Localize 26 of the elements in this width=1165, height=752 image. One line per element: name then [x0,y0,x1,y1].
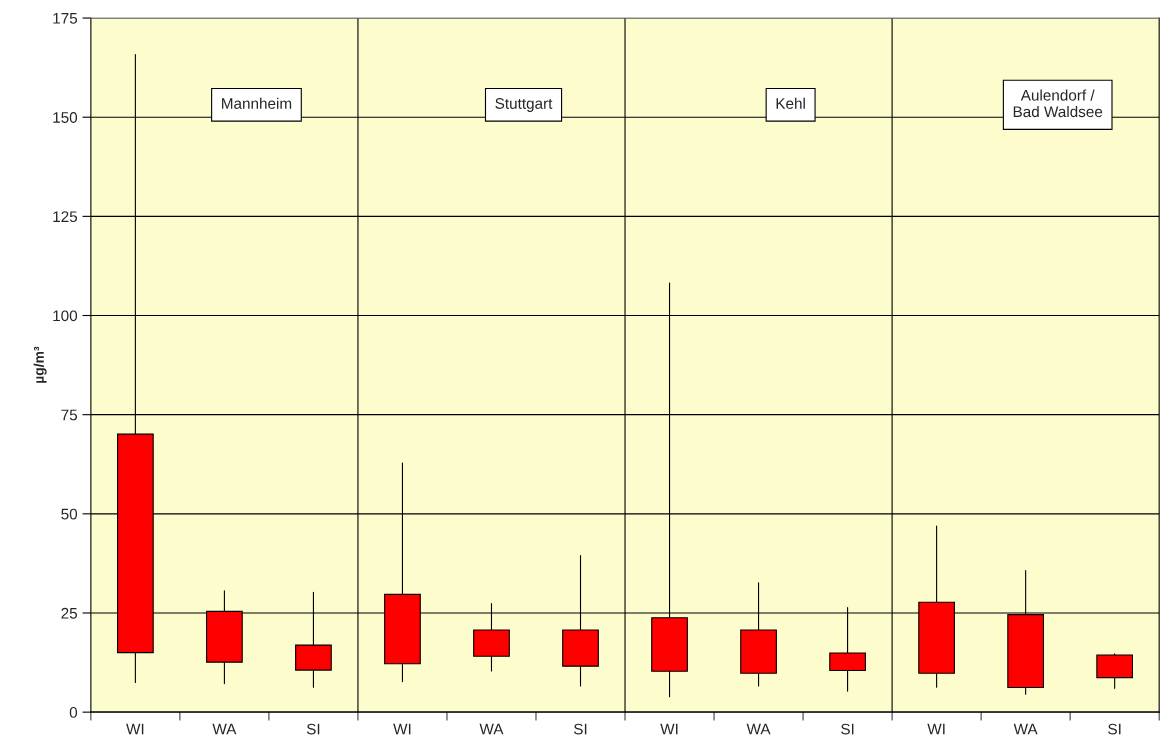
x-tick-label: WA [746,723,771,735]
y-tick-label: 125 [53,211,78,223]
annotation: Kehl [776,97,805,109]
x-tick-label: WA [479,723,504,735]
x-tick-label: WA [1013,723,1038,735]
x-tick-label: WI [660,723,678,735]
y-tick-label: 25 [61,607,78,619]
y-tick-label: 50 [61,508,78,520]
x-tick-label: WI [927,723,945,735]
x-tick-label: WI [126,723,144,735]
y-axis-title: µg/m³ [33,346,47,383]
x-tick-label: SI [841,723,854,735]
y-tick-label: 75 [61,409,78,421]
y-tick-label: 150 [53,112,78,123]
x-tick-label: WA [212,723,237,735]
x-tick-label: SI [1108,723,1121,735]
candlestick [1096,654,1134,689]
y-tick-label: 175 [53,13,78,24]
y-tick-label: 100 [53,310,78,322]
annotation: Mannheim [222,97,292,109]
annotation: Aulendorf / Bad Waldsee [1013,89,1103,118]
annotation: Stuttgart [495,98,553,112]
x-tick-label: WI [393,723,411,735]
x-tick-label: SI [306,723,320,735]
y-tick-label: 0 [69,707,78,718]
x-tick-label: SI [573,723,587,735]
